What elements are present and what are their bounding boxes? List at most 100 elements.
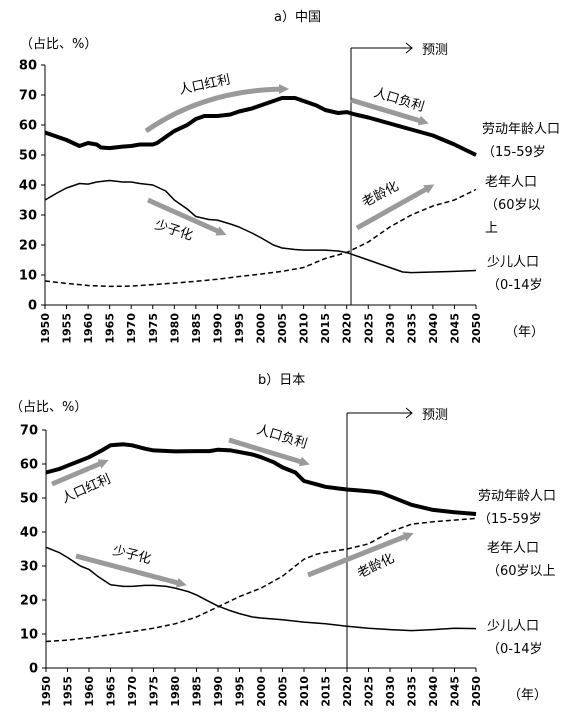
- panel-japan-x-tick-label: 1950: [40, 676, 53, 707]
- panel-china-x-tick-label: 2050: [470, 313, 483, 344]
- panel-japan-axes: [45, 430, 476, 669]
- panel-china-x-tick-label: 2045: [448, 313, 461, 344]
- panel-china-x-tick-label: 2035: [405, 313, 418, 344]
- panel-japan-elderly-line: [45, 517, 477, 643]
- panel-japan-y-tick-label: 70: [20, 424, 38, 439]
- panel-japan-children-line: [45, 546, 477, 632]
- panel-japan-y-tick-label: 30: [20, 560, 38, 575]
- panel-japan-x-tick-label: 1975: [148, 676, 161, 707]
- panel-japan-arrow-dividend: [51, 459, 109, 487]
- panel-china-y-tick-label: 50: [19, 149, 37, 164]
- panel-japan-y-tick-label: 0: [29, 662, 38, 677]
- panel-china-arrow-aging: [355, 184, 435, 231]
- panel-japan-x-tick-label: 2035: [406, 676, 419, 707]
- panel-china-x-tick-label: 1965: [104, 313, 117, 344]
- panel-japan-arrow-low-birth: [75, 553, 187, 588]
- panel-japan-x-tick-label: 1965: [105, 676, 118, 707]
- panel-japan-x-tick-label: 2010: [298, 676, 311, 707]
- panel-japan-y-tick-label: 60: [20, 458, 38, 473]
- panel-china-x-tick-label: 1970: [125, 313, 138, 344]
- panel-china-y-axis-label: （占比、%）: [20, 37, 97, 52]
- panel-china-y-tick-label: 80: [19, 59, 37, 74]
- panel-japan-label-elderly: 老年人口: [487, 541, 539, 556]
- panel-china-working-age-line: [44, 96, 477, 157]
- panel-japan-x-ticks: 1950 1955 1960 1965 1970 1975 1980 1985 1990 1995…: [40, 668, 483, 707]
- panel-china-x-ticks: 1950 1955 1960 1965 1970 1975 1980 1985 1990 1995…: [39, 305, 483, 344]
- panel-japan-x-tick-label: 2020: [341, 676, 354, 707]
- panel-china-x-tick-label: 2005: [276, 313, 289, 344]
- panel-japan-x-tick-label: 2030: [384, 676, 397, 707]
- panel-china-y-tick-label: 40: [19, 179, 37, 194]
- panel-japan-annotation-low-birth: 少子化: [111, 543, 152, 567]
- panel-china-children-line: [44, 179, 477, 274]
- panel-japan-x-tick-label: 1970: [126, 676, 139, 707]
- panel-japan-x-tick-label: 2025: [363, 676, 376, 707]
- panel-china-y-tick-label: 30: [19, 209, 37, 224]
- panel-japan-x-tick-label: 1990: [212, 676, 225, 707]
- panel-japan-x-tick-label: 1955: [62, 676, 75, 707]
- panel-japan-forecast-label: 预测: [422, 408, 448, 423]
- panel-china-x-tick-label: 2000: [255, 313, 268, 344]
- panel-japan-label-elderly-range: （60岁以上: [487, 564, 556, 579]
- panel-japan-x-tick-label: 1960: [83, 676, 96, 707]
- panel-japan-x-axis-unit: （年）: [508, 688, 547, 703]
- panel-china-y-tick-label: 0: [28, 299, 37, 314]
- panel-china-x-tick-label: 1975: [147, 313, 160, 344]
- panel-china-label-working-age-range: （15-59岁: [482, 145, 546, 160]
- panel-china-elderly-line: [44, 188, 477, 288]
- panel-china-x-tick-label: 1980: [168, 313, 181, 344]
- panel-china-label-working-age: 劳动年龄人口: [482, 121, 560, 137]
- panel-china-title: a）中国: [274, 10, 321, 25]
- panel-china-x-tick-label: 1990: [211, 313, 224, 344]
- panel-china-x-tick-label: 2010: [298, 313, 311, 344]
- panel-china-x-tick-label: 2040: [427, 313, 440, 344]
- panel-china-arrow-onus: [350, 97, 429, 126]
- panel-japan-y-tick-label: 10: [20, 628, 38, 643]
- panel-japan-label-working-age: 劳动年龄人口: [478, 488, 556, 504]
- panel-china-label-children: 少儿人口: [487, 255, 539, 270]
- panel-china-annotation-low-birth: 少子化: [153, 218, 195, 244]
- panel-japan-x-tick-label: 1995: [234, 676, 247, 707]
- panel-japan-y-ticks: 0 10 20 30 40 50 60 70: [20, 424, 46, 677]
- panel-japan-y-axis-label: （占比、%）: [10, 400, 87, 415]
- panel-china-x-tick-label: 2030: [384, 313, 397, 344]
- panel-china-forecast-label: 预测: [422, 43, 448, 58]
- panel-japan-x-tick-label: 1985: [191, 676, 204, 707]
- panel-china-y-tick-label: 60: [19, 119, 37, 134]
- panel-japan-x-tick-label: 2050: [470, 676, 483, 707]
- panel-china-x-tick-label: 1985: [190, 313, 203, 344]
- panel-china-label-elderly: 老年人口: [485, 175, 537, 190]
- panel-china-series: [44, 96, 477, 288]
- panel-china-label-elderly-range: （60岁以: [485, 198, 541, 213]
- panel-japan-title: b）日本: [258, 373, 305, 388]
- panel-china-arrow-low-birth: [146, 197, 227, 236]
- panel-japan-label-children: 少儿人口: [487, 619, 539, 634]
- panel-japan-arrow-onus: [228, 437, 310, 467]
- panel-china-y-ticks: 0 10 20 30 40 50 60 70 80: [19, 59, 45, 314]
- panel-japan-label-children-range: （0-14岁: [487, 642, 543, 657]
- panel-japan-arrow-aging: [307, 532, 414, 578]
- panel-china-x-tick-label: 1950: [39, 313, 52, 344]
- panel-china-x-tick-label: 1960: [82, 313, 95, 344]
- panel-china-x-tick-label: 2015: [319, 313, 332, 344]
- panel-china-arrow-dividend: [144, 84, 289, 134]
- panel-japan-x-tick-label: 2045: [449, 676, 462, 707]
- panel-japan-x-tick-label: 2040: [427, 676, 440, 707]
- panel-china-y-tick-label: 10: [19, 269, 37, 284]
- panel-china-x-tick-label: 2025: [362, 313, 375, 344]
- panel-japan-forecast-arrowhead: [405, 407, 413, 419]
- panel-japan-annotation-onus: 人口负利: [255, 422, 309, 452]
- panel-japan-working-age-line: [45, 442, 477, 516]
- panel-china-label-children-range: （0-14岁: [487, 278, 543, 293]
- panel-china-y-tick-label: 20: [19, 239, 37, 254]
- panel-japan-y-tick-label: 20: [20, 594, 38, 609]
- panel-japan-series: [45, 442, 477, 643]
- panel-japan-y-tick-label: 50: [20, 492, 38, 507]
- panel-japan-x-tick-label: 2015: [320, 676, 333, 707]
- panel-japan-label-working-age-range: （15-59岁: [478, 512, 542, 527]
- panel-china-y-tick-label: 70: [19, 89, 37, 104]
- panel-japan-x-tick-label: 1980: [169, 676, 182, 707]
- panel-japan-x-tick-label: 2000: [255, 676, 268, 707]
